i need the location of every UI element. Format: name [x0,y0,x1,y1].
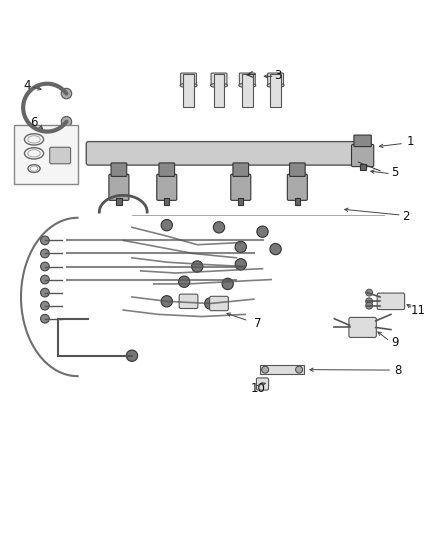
Ellipse shape [239,83,256,87]
Ellipse shape [180,83,197,87]
FancyBboxPatch shape [86,142,360,165]
FancyBboxPatch shape [14,125,78,184]
Circle shape [161,220,173,231]
Circle shape [41,314,49,323]
Circle shape [61,117,72,127]
FancyBboxPatch shape [239,73,255,86]
Circle shape [41,236,49,245]
Text: 1: 1 [407,135,414,148]
Ellipse shape [267,83,284,87]
Text: 7: 7 [254,318,262,330]
Circle shape [296,366,303,373]
FancyBboxPatch shape [111,163,127,176]
FancyBboxPatch shape [157,174,177,200]
Circle shape [235,241,247,253]
Circle shape [41,262,49,271]
FancyBboxPatch shape [233,163,249,176]
Text: 6: 6 [30,116,38,128]
Bar [295,198,300,205]
Circle shape [126,350,138,361]
FancyBboxPatch shape [210,296,228,311]
Ellipse shape [211,83,227,87]
FancyBboxPatch shape [179,294,198,309]
FancyBboxPatch shape [211,73,227,86]
Circle shape [366,302,373,309]
Text: 8: 8 [394,365,401,377]
Circle shape [235,259,247,270]
Bar [360,164,366,170]
Circle shape [61,88,72,99]
Circle shape [270,244,281,255]
Circle shape [257,226,268,237]
Text: 9: 9 [392,336,399,349]
FancyBboxPatch shape [231,174,251,200]
Circle shape [261,366,268,373]
Bar [238,198,244,205]
Circle shape [191,261,203,272]
Text: 11: 11 [411,303,426,317]
Bar [183,74,194,107]
FancyBboxPatch shape [377,293,405,310]
Text: 5: 5 [392,166,399,180]
FancyBboxPatch shape [256,378,268,390]
FancyBboxPatch shape [354,135,371,147]
FancyBboxPatch shape [109,174,129,200]
Circle shape [41,275,49,284]
Text: 10: 10 [251,382,265,395]
Text: 4: 4 [23,79,30,92]
FancyBboxPatch shape [268,73,283,86]
Circle shape [41,301,49,310]
FancyBboxPatch shape [287,174,307,200]
Circle shape [222,278,233,289]
Circle shape [41,249,49,258]
Circle shape [205,298,216,309]
Circle shape [366,298,373,305]
Circle shape [179,276,190,287]
Circle shape [41,288,49,297]
FancyBboxPatch shape [180,73,197,86]
FancyBboxPatch shape [349,318,376,337]
Bar [260,365,304,374]
Circle shape [161,296,173,307]
Bar [116,198,121,205]
FancyBboxPatch shape [159,163,175,176]
FancyBboxPatch shape [352,144,374,167]
FancyBboxPatch shape [49,147,71,164]
FancyBboxPatch shape [290,163,305,176]
Bar [242,74,253,107]
Text: 3: 3 [274,69,282,82]
Circle shape [213,222,225,233]
Bar [214,74,224,107]
Bar [164,198,170,205]
Text: 2: 2 [403,210,410,223]
Circle shape [366,289,373,296]
Bar [270,74,281,107]
